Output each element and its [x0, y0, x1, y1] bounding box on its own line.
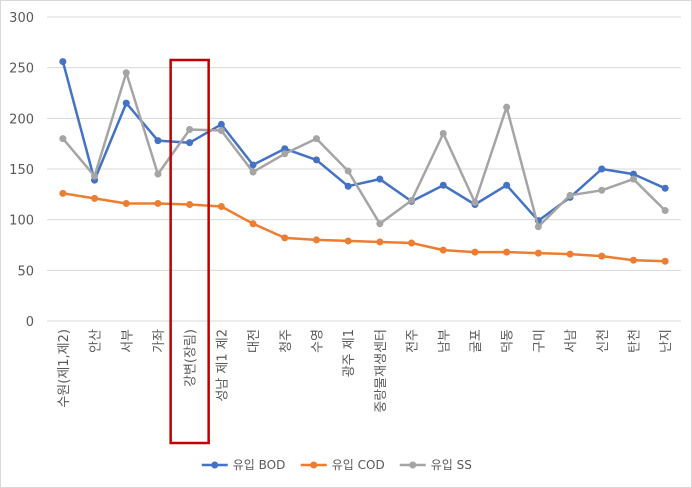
- x-tick-label: 광주 제1: [342, 329, 357, 377]
- data-point: [154, 199, 162, 207]
- data-point: [408, 239, 416, 247]
- data-point: [312, 156, 320, 164]
- data-point: [186, 125, 194, 133]
- data-point: [439, 130, 447, 138]
- data-point: [186, 200, 194, 208]
- data-point: [471, 198, 479, 206]
- data-point: [534, 249, 542, 257]
- data-point: [471, 248, 479, 256]
- data-point: [59, 58, 67, 66]
- data-point: [376, 238, 384, 246]
- x-tick-label: 수원(제1,제2): [57, 329, 72, 408]
- data-point: [344, 237, 352, 245]
- x-tick-label: 구미: [532, 329, 547, 353]
- x-tick-label: 전주: [406, 329, 421, 353]
- y-tick-label: 50: [17, 264, 34, 279]
- x-tick-label: 대전: [247, 329, 262, 353]
- data-point: [122, 199, 130, 207]
- x-tick-label: 굴포: [469, 329, 484, 353]
- y-tick-label: 200: [9, 112, 34, 127]
- data-point: [598, 186, 606, 194]
- data-point: [122, 99, 130, 107]
- legend-swatch-marker: [211, 461, 219, 469]
- data-point: [629, 256, 637, 264]
- data-point: [376, 220, 384, 228]
- x-tick-label: 강변(장림): [184, 329, 199, 387]
- x-tick-label: 안산: [89, 329, 104, 353]
- data-point: [312, 236, 320, 244]
- x-tick-label: 신천: [596, 329, 611, 353]
- data-point: [281, 234, 289, 242]
- data-point: [186, 139, 194, 147]
- legend-label: 유입 BOD: [233, 458, 286, 472]
- data-point: [249, 168, 257, 176]
- x-tick-label: 서부: [120, 329, 135, 353]
- data-point: [566, 250, 574, 258]
- x-tick-label: 중랑물재생센터: [374, 329, 389, 413]
- data-point: [59, 135, 67, 143]
- y-tick-label: 250: [9, 62, 34, 77]
- x-tick-label: 서남: [564, 329, 579, 353]
- data-point: [661, 207, 669, 215]
- data-point: [281, 150, 289, 158]
- data-point: [249, 161, 257, 169]
- data-point: [598, 165, 606, 173]
- data-point: [91, 194, 99, 202]
- data-point: [408, 196, 416, 204]
- y-tick-label: 150: [9, 163, 34, 178]
- data-point: [439, 246, 447, 254]
- data-point: [629, 170, 637, 178]
- data-point: [503, 103, 511, 111]
- x-tick-label: 성남 제1 제2: [215, 329, 230, 402]
- data-point: [217, 120, 225, 128]
- x-tick-label: 난지: [659, 329, 674, 353]
- data-point: [629, 175, 637, 183]
- y-tick-label: 100: [9, 214, 34, 229]
- x-tick-label: 탄천: [627, 329, 642, 353]
- data-point: [249, 220, 257, 228]
- x-tick-label: 남부: [437, 329, 452, 353]
- data-point: [503, 248, 511, 256]
- data-point: [312, 135, 320, 143]
- data-point: [344, 182, 352, 190]
- series-line: [62, 192, 666, 263]
- data-point: [91, 172, 99, 180]
- data-point: [344, 167, 352, 175]
- data-point: [217, 126, 225, 134]
- legend-label: 유입 SS: [431, 458, 472, 472]
- data-point: [154, 170, 162, 178]
- x-tick-label: 덕동: [501, 329, 516, 353]
- data-point: [122, 69, 130, 77]
- data-point: [376, 175, 384, 183]
- x-tick-label: 가좌: [152, 329, 167, 353]
- legend-swatch-marker: [409, 461, 417, 469]
- y-tick-label: 0: [26, 315, 34, 330]
- legend-label: 유입 COD: [332, 458, 385, 472]
- data-point: [534, 223, 542, 231]
- data-point: [661, 257, 669, 265]
- series-line: [61, 71, 666, 229]
- legend-swatch-marker: [310, 461, 318, 469]
- data-point: [598, 252, 606, 260]
- data-point: [439, 181, 447, 189]
- data-point: [661, 184, 669, 192]
- data-point: [59, 189, 67, 197]
- highlight-box: [169, 58, 210, 445]
- data-point: [217, 202, 225, 210]
- x-tick-label: 수영: [310, 329, 325, 353]
- y-tick-label: 300: [9, 11, 34, 26]
- data-point: [566, 191, 574, 199]
- data-point: [503, 181, 511, 189]
- x-tick-label: 청주: [279, 329, 294, 353]
- data-point: [281, 145, 289, 153]
- data-point: [154, 137, 162, 145]
